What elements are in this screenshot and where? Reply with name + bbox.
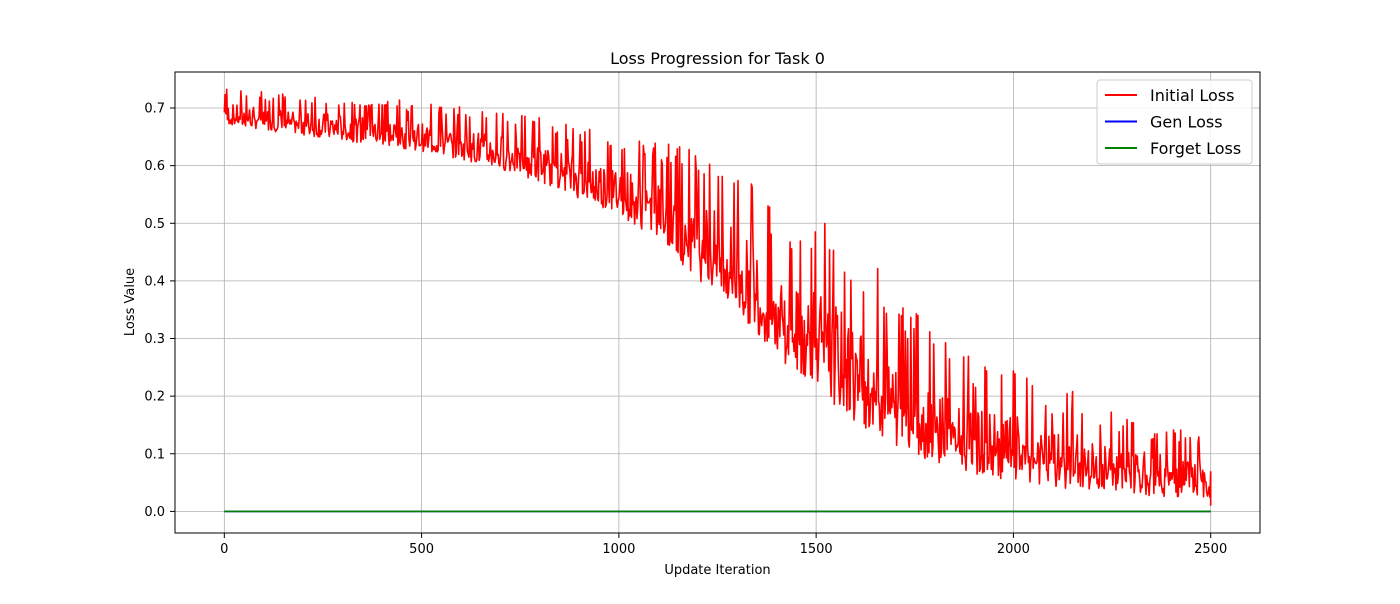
axes: 0 500 1000 1500 2000 2500 0.0 0.1 0.2 0.3 0.4 0.5 0.… [144,71,1261,557]
y-tick-label: 0.6 [144,159,165,174]
x-tick-label: 2000 [997,542,1030,557]
y-tick-label: 0.7 [144,102,165,117]
y-tick-label: 0.3 [144,332,165,347]
x-tick-label: 1000 [602,542,635,557]
x-tick-label: 1500 [800,542,833,557]
plot-series [223,88,1212,513]
legend-box [1096,79,1253,165]
legend-label: Gen Loss [1150,113,1223,132]
chart-title: Loss Progression for Task 0 [610,49,825,68]
y-tick-label: 0.0 [144,505,165,520]
series-line-initial-loss [223,88,1212,506]
x-tick-label: 2500 [1194,542,1227,557]
legend: Initial Loss Gen Loss Forget Loss [1096,79,1253,165]
x-axis-label: Update Iteration [664,563,770,578]
y-tick-label: 0.1 [144,447,165,462]
y-axis-label: Loss Value [123,268,138,336]
x-tick-label: 500 [409,542,434,557]
plot-frame [174,71,1261,534]
y-tick-label: 0.4 [144,274,165,289]
y-tick-label: 0.2 [144,390,165,405]
legend-label: Initial Loss [1150,86,1234,105]
legend-label: Forget Loss [1150,139,1241,158]
x-tick-label: 0 [220,542,228,557]
y-tick-label: 0.5 [144,217,165,232]
